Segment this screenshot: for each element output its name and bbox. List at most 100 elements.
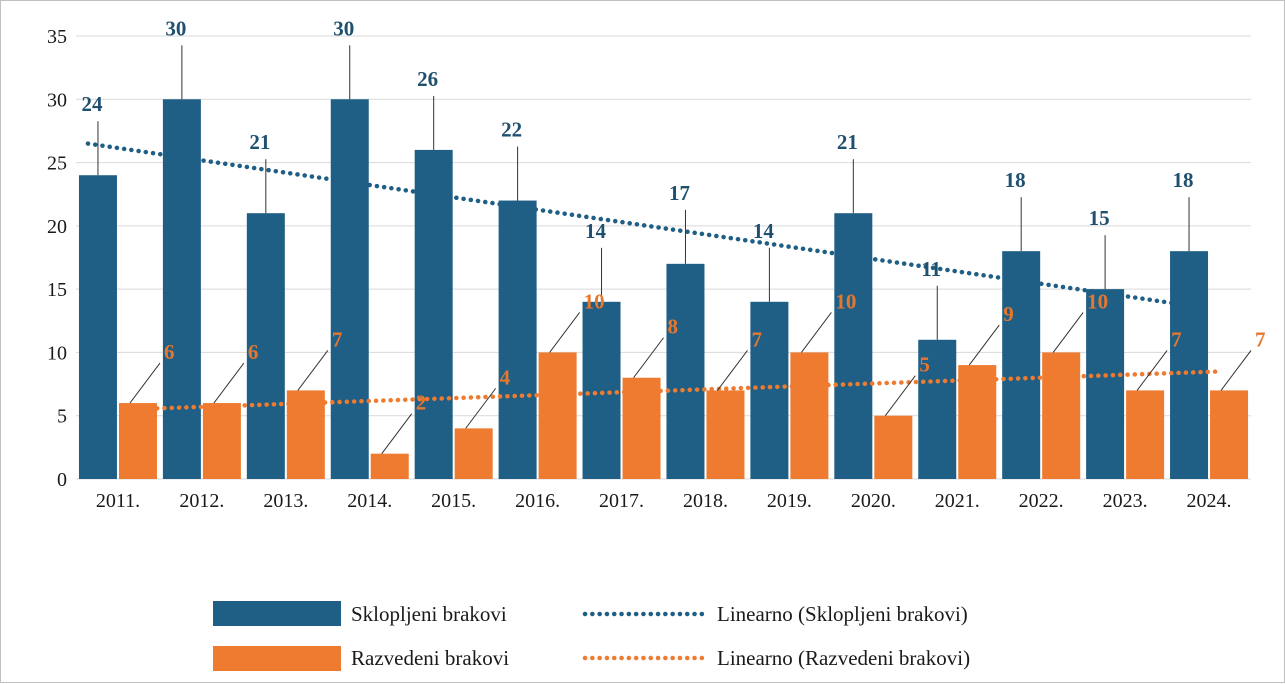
data-label-razvedeni: 4 [500,365,511,389]
data-label-razvedeni: 10 [1087,289,1108,313]
legend-swatch-sklopljeni [213,601,341,626]
bar-razvedeni-2018 [706,390,745,479]
x-tick-label: 2017. [599,490,644,512]
legend-label-trend-razvedeni: Linearno (Razvedeni brakovi) [717,646,970,670]
x-axis-ticks: 2011. 2012. 2013. 2014. 2015. 2016. 2017. 2018.… [96,490,1232,512]
legend-label-razvedeni: Razvedeni brakovi [351,646,509,670]
trendline-razvedeni [125,369,1224,412]
trendline-sklopljeni [85,141,1184,307]
x-tick-label: 2022. [1019,490,1064,512]
leader-line-razvedeni [717,350,748,391]
leader-line-razvedeni [1052,312,1084,353]
bar-razvedeni-2022 [1042,352,1081,479]
y-tick-label: 5 [57,406,67,428]
bar-razvedeni-2015 [454,428,493,479]
x-tick-label: 2014. [347,490,392,512]
data-label-sklopljeni: 22 [501,118,522,142]
x-tick-label: 2015. [431,490,476,512]
data-label-razvedeni: 2 [416,391,427,415]
data-label-razvedeni: 9 [1003,302,1014,326]
data-label-sklopljeni: 14 [585,219,607,243]
bar-razvedeni-2017 [622,377,661,479]
bars [78,99,1249,480]
data-label-sklopljeni: 18 [1173,168,1194,192]
data-label-sklopljeni: 17 [669,181,690,205]
data-label-razvedeni: 10 [835,289,856,313]
bar-razvedeni-2012 [202,403,241,479]
y-tick-label: 10 [47,342,67,364]
data-label-sklopljeni: 30 [333,16,354,40]
x-tick-label: 2023. [1103,490,1148,512]
data-label-sklopljeni: 15 [1089,206,1110,230]
bar-sklopljeni-2019 [750,301,789,479]
bar-sklopljeni-2023 [1086,289,1125,479]
data-label-sklopljeni: 21 [837,130,858,154]
y-axis-ticks: 0 5 10 15 20 25 30 35 [47,26,67,491]
leader-line-razvedeni [129,362,161,404]
data-label-razvedeni: 6 [164,340,175,364]
bar-sklopljeni-2015 [414,149,453,479]
leader-lines [97,45,1252,454]
legend: Sklopljeni brakovi Linearno (Sklopljeni … [213,601,970,671]
bar-razvedeni-2014 [370,453,409,479]
data-label-sklopljeni: 24 [81,92,103,116]
bar-sklopljeni-2013 [246,213,285,479]
y-tick-label: 15 [47,279,67,301]
data-label-razvedeni: 7 [1255,327,1266,351]
y-tick-label: 0 [57,469,67,491]
x-tick-label: 2019. [767,490,812,512]
trendlines [85,141,1224,412]
x-tick-label: 2011. [96,490,140,512]
bar-sklopljeni-2017 [582,301,621,479]
x-tick-label: 2016. [515,490,560,512]
data-label-sklopljeni: 11 [921,257,941,281]
data-label-sklopljeni: 26 [417,67,438,91]
bar-razvedeni-2016 [538,352,577,479]
data-label-sklopljeni: 21 [249,130,270,154]
data-label-razvedeni: 8 [668,315,679,339]
leader-line-razvedeni [213,362,245,404]
leader-line-razvedeni [465,388,497,429]
leader-line-razvedeni [297,350,329,391]
data-label-sklopljeni: 30 [165,16,186,40]
data-label-razvedeni: 7 [1171,327,1182,351]
legend-label-trend-sklopljeni: Linearno (Sklopljeni brakovi) [717,602,968,626]
leader-line-razvedeni [549,312,581,353]
data-label-sklopljeni: 18 [1005,168,1026,192]
bar-sklopljeni-2011 [78,175,117,479]
leader-line-razvedeni [1220,350,1252,391]
data-label-razvedeni: 7 [332,327,343,351]
bar-razvedeni-2024 [1210,390,1249,479]
bar-razvedeni-2020 [874,415,913,479]
data-label-razvedeni: 6 [248,340,259,364]
data-label-razvedeni: 5 [919,353,930,377]
data-label-razvedeni: 7 [751,327,762,351]
leader-line-razvedeni [800,312,832,353]
bar-razvedeni-2019 [790,352,829,479]
bar-sklopljeni-2021 [918,339,957,479]
bar-razvedeni-2023 [1126,390,1165,479]
bar-sklopljeni-2014 [330,99,369,480]
x-tick-label: 2021. [935,490,980,512]
bar-sklopljeni-2012 [162,99,201,480]
legend-label-sklopljeni: Sklopljeni brakovi [351,602,507,626]
leader-line-razvedeni [884,375,916,417]
legend-swatch-razvedeni [213,646,341,671]
bar-razvedeni-2011 [118,403,157,479]
leader-line-razvedeni [968,324,1000,366]
x-tick-label: 2013. [263,490,308,512]
bar-razvedeni-2021 [958,365,997,479]
x-tick-label: 2012. [179,490,224,512]
bar-razvedeni-2013 [286,390,325,479]
data-label-sklopljeni: 14 [753,219,775,243]
bar-sklopljeni-2016 [498,200,537,480]
data-label-razvedeni: 10 [584,289,605,313]
x-tick-label: 2024. [1187,490,1232,512]
leader-line-razvedeni [1136,350,1168,391]
leader-line-razvedeni [633,337,664,379]
leader-line-razvedeni [381,413,413,454]
x-tick-label: 2020. [851,490,896,512]
